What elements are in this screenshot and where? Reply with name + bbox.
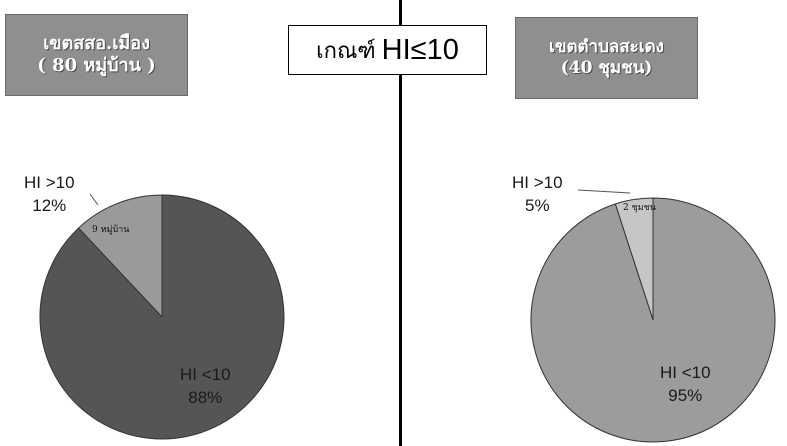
left-pie-slice-major [39, 194, 285, 440]
left-header-line1: เขตสสอ.เมือง [43, 32, 150, 54]
left-minor-slice-percent: 12% [32, 195, 67, 215]
left-chart-header: เขตสสอ.เมือง ( 80 หมู่บ้าน ) [5, 14, 188, 96]
right-chart-header: เขตตำบลสะเดง (40 ชุมชน) [515, 17, 698, 99]
right-pie-slice-major [530, 197, 776, 443]
right-header-line1: เขตตำบลสะเดง [549, 36, 664, 57]
right-major-slice-percent: 95% [668, 385, 703, 405]
left-minor-slice-label: HI >10 12% [24, 172, 75, 218]
left-header-line2: ( 80 หมู่บ้าน ) [37, 55, 156, 76]
right-major-slice-name: HI <10 [660, 363, 711, 382]
center-divider [399, 0, 402, 446]
right-minor-slice-percent: 5% [524, 195, 550, 215]
left-major-slice-label: HI <10 88% [180, 364, 231, 410]
right-pie-chart [530, 197, 776, 443]
left-pie-slice-minor [77, 194, 163, 319]
right-leader-line [577, 189, 631, 194]
left-major-slice-name: HI <10 [180, 365, 231, 384]
criteria-box: เกณฑ์ HI≤10 [288, 25, 487, 75]
right-minor-slice-label: HI >10 5% [512, 172, 563, 218]
left-minor-slice-name: HI >10 [24, 173, 75, 192]
right-minor-slice-annotation: 2 ชุมชน [623, 203, 656, 213]
criteria-prefix: เกณฑ์ [316, 37, 376, 63]
right-header-line2: (40 ชุมชน) [560, 58, 653, 78]
right-major-slice-label: HI <10 95% [660, 362, 711, 408]
left-leader-line [89, 193, 99, 206]
right-minor-slice-name: HI >10 [512, 173, 563, 192]
left-minor-slice-annotation: 9 หมู่บ้าน [92, 225, 130, 235]
left-pie-chart [39, 194, 285, 440]
left-major-slice-percent: 88% [188, 387, 223, 407]
criteria-main: HI≤10 [381, 33, 459, 66]
